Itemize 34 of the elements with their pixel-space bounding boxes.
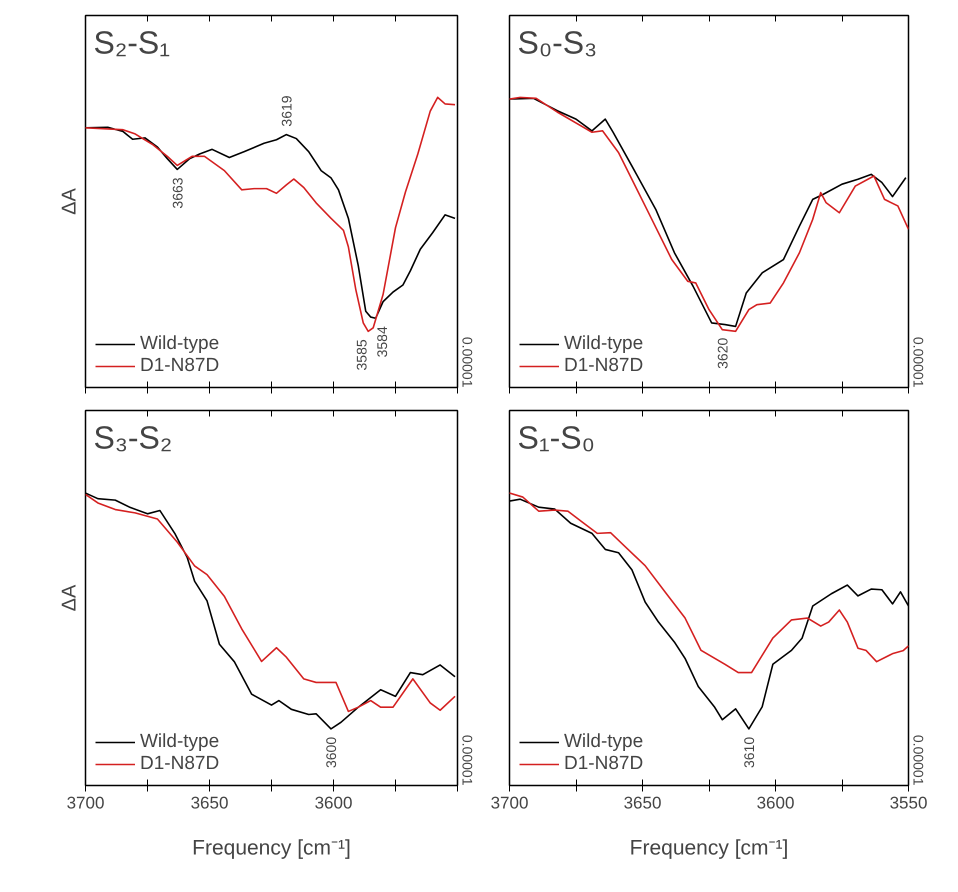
legend-label: D1-N87D [140,753,220,775]
text: 0.00001 [910,336,926,388]
x-tick-label: 3650 [190,794,228,812]
x-tick-label: 3600 [314,794,352,812]
legend-label: Wild-type [564,731,644,753]
legend-label: D1-N87D [564,355,644,377]
legend-label: Wild-type [140,731,220,753]
legend-label: Wild-type [564,333,644,355]
annotation: 3600 [323,736,340,768]
x-axis-title: Frequency [cm⁻¹] [192,836,351,860]
legend-label: D1-N87D [564,753,644,775]
chart-title: S₁-S₀ [518,420,595,456]
y-axis-title: ΔA [58,584,80,612]
chart-title: S₀-S₃ [518,24,598,60]
legend-label: D1-N87D [140,355,220,377]
annotation: 3584 [374,326,390,358]
x-tick-label: 3700 [490,794,528,812]
legend-label: Wild-type [140,333,220,355]
x-axis-title: Frequency [cm⁻¹] [630,836,788,860]
text: 0.00001 [910,734,926,786]
x-tick-label: 3550 [890,794,928,812]
annotation: 3619 [278,95,294,127]
x-tick-label: 3700 [66,794,104,812]
annotation: 3610 [740,736,757,768]
x-tick-label: 3650 [624,794,662,812]
chart-title: S₃-S₂ [94,420,172,456]
text: 0.00001 [460,734,476,786]
chart-title: S₂-S₁ [94,24,170,60]
annotation: 3620 [714,337,730,369]
annotation: 3663 [169,177,186,209]
annotation: 3585 [354,339,370,370]
y-axis-title: ΔA [58,187,80,215]
text: 0.00001 [460,336,476,388]
x-tick-label: 3600 [756,794,794,812]
